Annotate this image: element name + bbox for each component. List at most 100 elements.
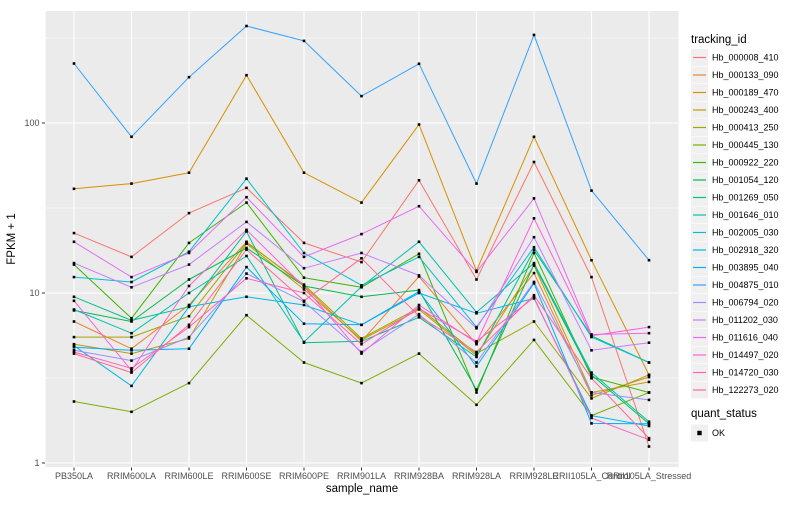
legend-item-label: Hb_003895_040 (712, 263, 779, 273)
data-point (590, 275, 593, 279)
legend-item-label: Hb_014497_020 (712, 350, 779, 360)
data-point (187, 291, 191, 295)
x-tick-label: PB350LA (55, 471, 93, 481)
legend-item-Hb_006794_020: Hb_006794_020 (691, 294, 779, 311)
data-point (417, 314, 421, 318)
data-point (245, 228, 248, 232)
data-point (187, 303, 191, 307)
data-point (302, 251, 306, 255)
legend-key-square (697, 430, 702, 436)
data-point (130, 371, 133, 374)
data-point (245, 73, 248, 77)
legend-item-Hb_000133_090: Hb_000133_090 (691, 66, 779, 84)
data-point (647, 438, 651, 442)
data-point (302, 255, 306, 259)
data-point (360, 251, 363, 255)
data-point (417, 307, 421, 310)
data-point (360, 260, 363, 264)
data-point (360, 381, 363, 385)
data-point (360, 257, 363, 260)
data-point (417, 123, 421, 126)
data-point (130, 352, 133, 355)
data-point (72, 345, 76, 349)
data-point (245, 295, 248, 299)
legend-item-Hb_000008_410: Hb_000008_410 (691, 49, 779, 66)
data-point (475, 341, 478, 344)
y-tick-label: 1 (34, 458, 39, 468)
data-point (130, 286, 133, 289)
data-point (302, 299, 306, 303)
data-point (130, 359, 133, 362)
legend-item-label: Hb_000922_220 (712, 158, 779, 168)
data-point (187, 211, 191, 215)
data-point (647, 445, 651, 448)
data-point (245, 246, 248, 250)
data-point (532, 251, 536, 255)
data-point (130, 367, 133, 370)
legend-item-Hb_003895_040: Hb_003895_040 (691, 259, 779, 276)
data-point (72, 261, 76, 265)
data-point (302, 266, 306, 270)
legend-item-label: Hb_000133_090 (712, 70, 779, 80)
legend-item-Hb_001646_010: Hb_001646_010 (691, 206, 779, 224)
data-point (532, 320, 536, 323)
legend-color-title: tracking_id (691, 34, 747, 46)
data-point (590, 371, 593, 374)
x-tick-label: RRIM928LE (509, 471, 558, 481)
legend-item-Hb_000445_130: Hb_000445_130 (691, 136, 779, 154)
legend-item-label: Hb_000413_250 (712, 123, 779, 133)
legend-item-Hb_011616_040: Hb_011616_040 (691, 329, 778, 346)
data-point (532, 197, 536, 200)
data-point (245, 177, 248, 180)
data-point (72, 299, 76, 303)
data-point (130, 317, 133, 320)
data-point (360, 323, 363, 327)
data-point (130, 369, 133, 372)
data-point (187, 278, 191, 281)
data-point (360, 232, 363, 236)
x-axis-title: sample_name (326, 483, 398, 495)
data-point (590, 377, 593, 380)
legend-item-Hb_014720_030: Hb_014720_030 (691, 364, 779, 381)
data-point (590, 416, 593, 420)
data-point (72, 400, 76, 403)
data-point (72, 187, 76, 191)
legend-item-Hb_014497_020: Hb_014497_020 (691, 346, 779, 364)
data-point (647, 373, 651, 377)
data-point (417, 179, 421, 182)
data-point (130, 349, 133, 352)
legend-item-label: Hb_002005_030 (712, 228, 779, 238)
legend-item-label: Hb_004875_010 (712, 280, 779, 290)
data-point (187, 335, 191, 339)
data-point (475, 388, 478, 391)
legend-item-label: Hb_002918_320 (712, 245, 779, 255)
data-point (72, 344, 76, 347)
data-point (647, 424, 651, 428)
data-point (417, 291, 421, 295)
data-point (647, 341, 651, 344)
data-point (417, 288, 421, 292)
axis-tick-labels: PB350LA RRIM600LA RRIM600LE RRIM600SE RRIM60… (24, 118, 691, 481)
data-point (532, 245, 536, 249)
data-point (245, 230, 248, 233)
legend-shape-title: quant_status (691, 408, 757, 420)
legend-item-Hb_122273_020: Hb_122273_020 (691, 381, 779, 399)
data-point (187, 263, 191, 266)
data-point (130, 331, 133, 335)
data-point (187, 251, 191, 255)
data-point (532, 261, 536, 265)
data-point (72, 350, 76, 354)
legend-item-Hb_011202_030: Hb_011202_030 (691, 311, 778, 329)
data-point (130, 280, 133, 284)
data-point (360, 352, 363, 355)
x-tick-label: RRIM600SE (221, 471, 271, 481)
legend-item-quant-ok: OK (691, 424, 725, 442)
data-point (72, 275, 76, 279)
legend-item-Hb_001269_050: Hb_001269_050 (691, 189, 779, 206)
legend-item-label: OK (712, 428, 725, 438)
data-point (245, 272, 248, 275)
data-point (475, 270, 478, 274)
data-point (130, 319, 133, 322)
data-point (245, 201, 248, 204)
